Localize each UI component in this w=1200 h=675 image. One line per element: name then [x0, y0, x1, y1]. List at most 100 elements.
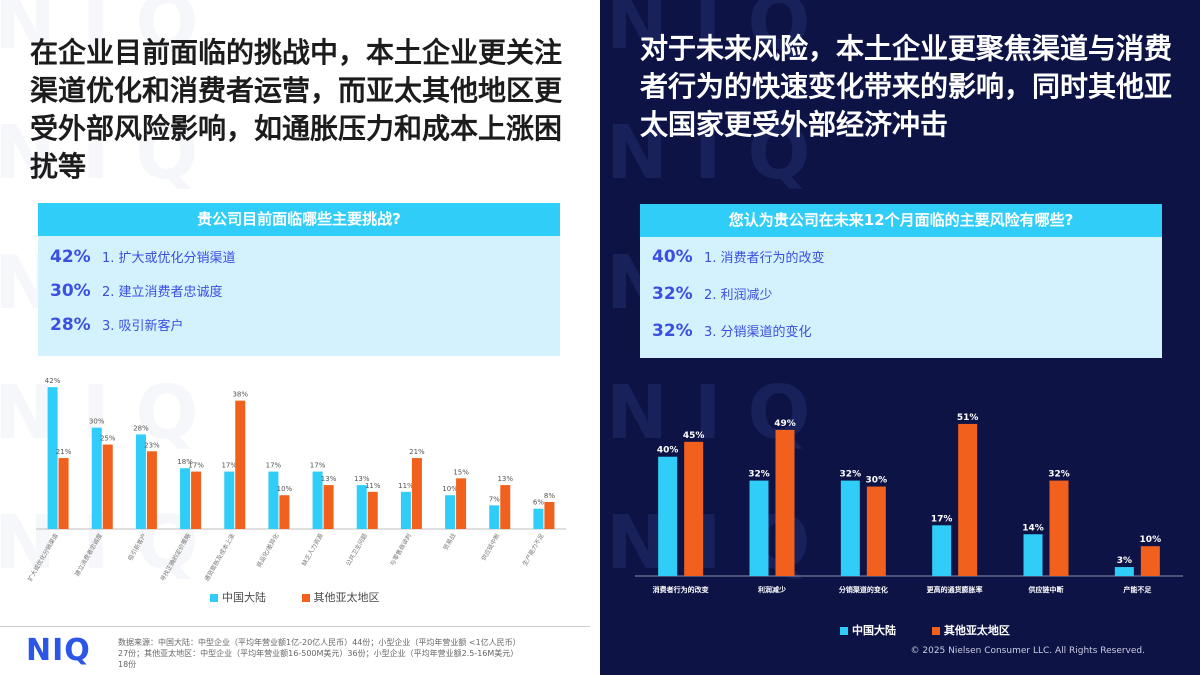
bar-series-1	[1023, 534, 1043, 576]
bar-series-2	[367, 491, 378, 529]
niq-logo: NIQ	[26, 633, 91, 668]
bar-series-1	[445, 495, 456, 529]
category-label: 与零售商谈判	[388, 532, 413, 567]
left-top3-box: 42% 1. 扩大或优化分销渠道 30% 2. 建立消费者忠诚度 28% 3. 吸引新…	[38, 236, 560, 356]
bar-series-2	[456, 478, 467, 529]
bar-series-1	[658, 456, 678, 576]
bar-series-1	[489, 505, 500, 529]
bar-series-1	[268, 471, 279, 529]
data-label: 10%	[442, 485, 458, 493]
legend-item-series-2: 其他亚太地区	[301, 589, 380, 605]
category-label: 通货膨胀及成本上涨	[203, 532, 237, 583]
bar-series-1	[533, 508, 544, 529]
category-label: 分销渠道的变化	[839, 585, 888, 594]
bar-series-2	[1140, 546, 1160, 576]
footer-divider	[0, 626, 590, 627]
bar-series-2	[775, 429, 795, 576]
data-label: 45%	[683, 431, 705, 441]
legend-item-series-2: 其他亚太地区	[931, 622, 1010, 638]
category-label: 寻找正确的定价策略	[158, 532, 192, 583]
data-label: 17%	[931, 514, 953, 524]
left-panel: NIQ NIQ NIQ NIQ NIQ 在企业目前面临的挑战中，本土企业更关注渠…	[0, 0, 590, 669]
right-top3-item: 32% 2. 利润减少	[652, 279, 773, 309]
bar-series-2	[544, 501, 555, 529]
left-headline: 在企业目前面临的挑战中，本土企业更关注渠道优化和消费者运营，而亚太其他地区更受外…	[30, 36, 563, 183]
data-label: 21%	[56, 448, 72, 456]
data-label: 42%	[45, 377, 61, 385]
data-label: 30%	[89, 418, 105, 426]
bar-series-1	[135, 434, 146, 529]
data-label: 17%	[221, 462, 237, 470]
category-label: 商品化/差异化	[255, 532, 281, 569]
data-label: 40%	[657, 446, 679, 456]
bar-series-2	[684, 441, 704, 576]
category-label: 建立消费者忠诚度	[73, 532, 104, 578]
top3-label: 1. 消费者行为的改变	[704, 251, 825, 266]
top3-label: 3. 吸引新客户	[102, 319, 184, 334]
legend-label: 中国大陆	[852, 624, 896, 637]
bar-series-2	[279, 495, 290, 529]
watermark-text: NIQ	[0, 0, 225, 66]
bar-series-2	[102, 444, 113, 529]
left-top3-item: 30% 2. 建立消费者忠诚度	[50, 276, 223, 306]
data-label: 30%	[866, 476, 888, 486]
left-legend: 中国大陆 其他亚太地区	[210, 589, 412, 605]
legend-label: 中国大陆	[222, 591, 266, 604]
bar-series-1	[400, 491, 411, 529]
top3-label: 2. 建立消费者忠诚度	[102, 285, 223, 300]
data-label: 23%	[144, 441, 160, 449]
right-top3-item: 32% 3. 分销渠道的变化	[652, 316, 812, 346]
source-note: 数据来源：中国大陆：中型企业（平均年营业额1亿-20亿人民币）44份；小型企业（…	[118, 638, 521, 669]
bar-series-2	[323, 485, 334, 529]
data-label: 25%	[100, 435, 116, 443]
bar-series-2	[500, 485, 511, 529]
top3-percent: 30%	[50, 281, 91, 301]
bar-series-2	[235, 400, 246, 529]
bar-series-2	[866, 486, 886, 576]
category-label: 更高的通货膨胀率	[927, 585, 983, 594]
data-label: 13%	[497, 475, 513, 483]
category-label: 吸引新客户	[126, 532, 148, 562]
bar-series-2	[191, 471, 202, 529]
category-label: 公共卫生问题	[344, 532, 369, 567]
data-label: 18%	[177, 458, 193, 466]
legend-swatch	[210, 594, 218, 602]
legend-label: 其他亚太地区	[943, 624, 1010, 637]
bar-series-1	[47, 387, 58, 529]
left-question-header: 贵公司目前面临哪些主要挑战?	[38, 203, 560, 236]
watermark-text: NIQ	[606, 0, 837, 66]
right-top3-item: 40% 1. 消费者行为的改变	[652, 242, 825, 272]
data-label: 11%	[365, 482, 381, 490]
right-panel: NIQ NIQ NIQ NIQ NIQ 对于未来风险，本土企业更聚焦渠道与消费者…	[600, 0, 1200, 675]
category-label: 消费者行为的改变	[653, 585, 709, 594]
top3-label: 2. 利润减少	[704, 288, 773, 303]
left-top3-item: 28% 3. 吸引新客户	[50, 310, 184, 340]
data-label: 15%	[453, 468, 469, 476]
bar-series-1	[224, 471, 235, 529]
legend-item-series-1: 中国大陆	[840, 622, 896, 638]
category-label: 生产能力不足	[521, 532, 546, 567]
data-label: 13%	[354, 475, 370, 483]
data-label: 3%	[1117, 556, 1132, 566]
bar-series-1	[840, 480, 860, 576]
data-label: 14%	[1022, 523, 1044, 533]
top3-percent: 40%	[652, 247, 693, 267]
bar-series-2	[146, 451, 157, 529]
right-legend: 中国大陆 其他亚太地区	[840, 622, 1042, 638]
bar-series-1	[1114, 567, 1134, 576]
data-label: 13%	[321, 475, 337, 483]
bar-series-1	[312, 471, 323, 529]
top3-percent: 28%	[50, 315, 91, 335]
bar-series-1	[932, 525, 952, 576]
data-label: 7%	[489, 495, 500, 503]
category-label: 供应链中断	[1028, 585, 1064, 594]
category-label: 供应链中断	[480, 532, 502, 562]
bar-series-2	[58, 458, 69, 529]
data-label: 17%	[310, 462, 326, 470]
bar-series-2	[958, 423, 978, 576]
data-label: 17%	[188, 462, 204, 470]
legend-swatch	[840, 627, 848, 635]
category-label: 产能不足	[1123, 585, 1152, 594]
data-label: 8%	[544, 492, 555, 500]
top3-label: 1. 扩大或优化分销渠道	[102, 251, 236, 266]
